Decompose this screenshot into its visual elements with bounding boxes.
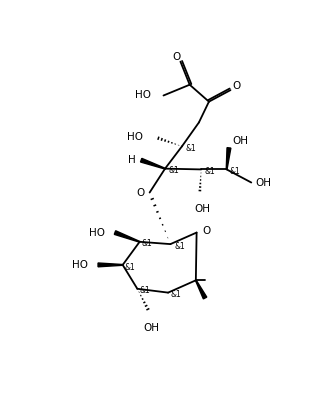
Text: O: O <box>172 52 181 62</box>
Text: H: H <box>128 155 136 165</box>
Text: OH: OH <box>233 136 249 146</box>
Polygon shape <box>196 280 207 299</box>
Text: HO: HO <box>127 132 143 142</box>
Text: &1: &1 <box>141 240 152 248</box>
Text: &1: &1 <box>230 167 241 176</box>
Text: HO: HO <box>135 90 151 101</box>
Text: OH: OH <box>255 178 271 188</box>
Text: &1: &1 <box>204 167 215 176</box>
Text: HO: HO <box>89 228 105 238</box>
Text: &1: &1 <box>124 263 135 271</box>
Text: &1: &1 <box>140 287 150 295</box>
Polygon shape <box>98 263 123 267</box>
Polygon shape <box>226 148 231 170</box>
Text: &1: &1 <box>174 242 185 251</box>
Text: HO: HO <box>72 260 88 270</box>
Polygon shape <box>140 158 165 169</box>
Text: OH: OH <box>143 323 159 333</box>
Text: &1: &1 <box>186 144 197 153</box>
Text: OH: OH <box>194 204 210 214</box>
Text: &1: &1 <box>169 166 179 176</box>
Polygon shape <box>114 231 140 242</box>
Text: O: O <box>232 81 241 91</box>
Text: O: O <box>202 226 210 236</box>
Text: &1: &1 <box>170 290 181 299</box>
Text: O: O <box>137 188 145 198</box>
